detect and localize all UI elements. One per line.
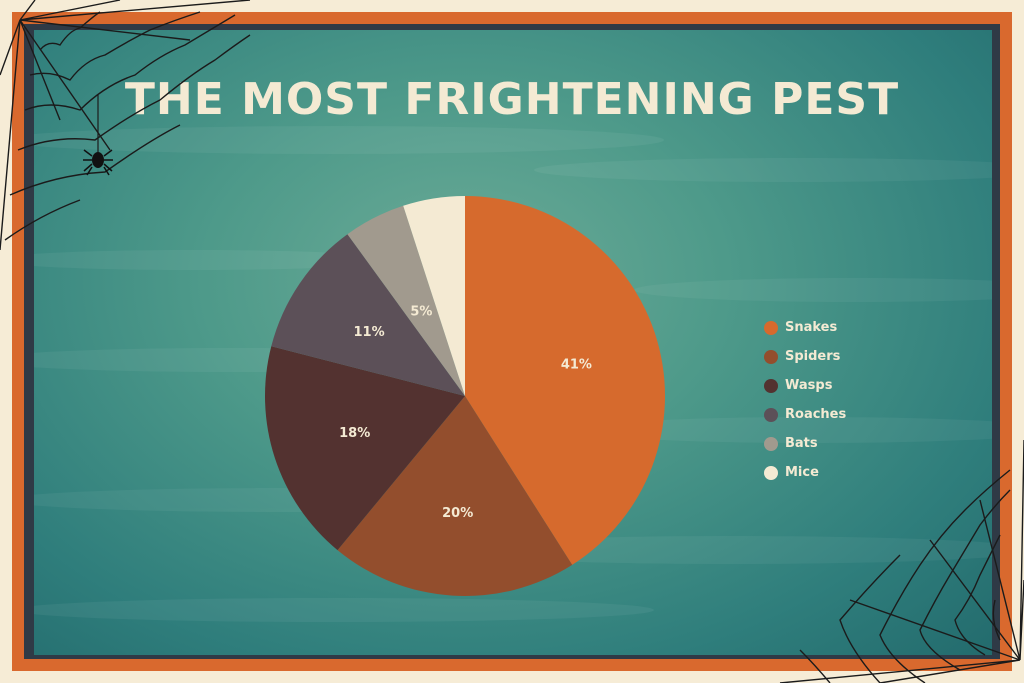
chart-title: THE MOST FRIGHTENING PEST [124,74,900,125]
legend-label: Roaches [785,407,847,422]
legend-label: Snakes [785,320,838,335]
data-label-bats: 5% [410,304,432,319]
pie-slice-wasps [265,346,465,551]
legend-label: Bats [785,436,818,451]
legend-swatch [764,407,778,422]
legend-swatch [764,378,778,393]
pie-slice-mice [403,196,465,396]
data-label-snakes: 41% [561,358,592,373]
data-label-roaches: 11% [353,325,384,340]
data-label-wasps: 18% [339,426,370,441]
legend-swatch [764,436,778,451]
chart-legend: Snakes Spiders Wasps Roaches Bats Mice [764,313,846,487]
legend-label: Wasps [785,378,833,393]
data-label-mice: 5% [439,295,461,310]
legend-item-bats: Bats [764,429,846,458]
legend-label: Mice [785,465,819,480]
spider-icon [83,95,113,176]
legend-item-mice: Mice [764,458,846,487]
legend-item-roaches: Roaches [764,400,846,429]
legend-swatch [764,320,778,335]
data-label-spiders: 20% [442,506,473,521]
legend-item-wasps: Wasps [764,371,846,400]
spider-web-icon [779,439,1024,683]
pie-slice-snakes [465,196,665,565]
legend-swatch [764,349,778,364]
pie-slice-roaches [271,234,465,396]
legend-item-spiders: Spiders [764,342,846,371]
legend-item-snakes: Snakes [764,313,846,342]
spider-web-icon [0,0,251,251]
legend-swatch [764,465,778,480]
pie-slice-bats [347,205,465,396]
pie-chart: 41% 20% 18% 11% 5% 5% [265,196,665,597]
pie-slice-spiders [337,396,573,597]
legend-label: Spiders [785,349,841,364]
